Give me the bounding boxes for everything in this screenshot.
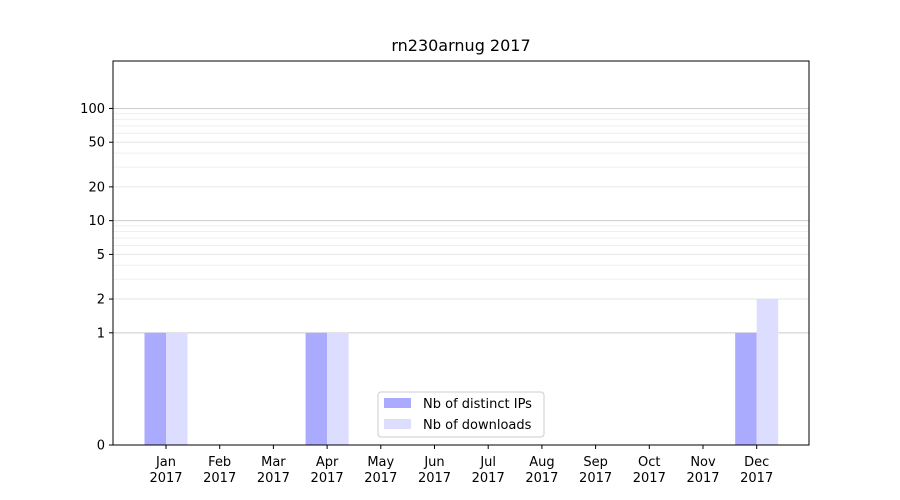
x-tick-label-month: Jan	[155, 455, 176, 470]
x-tick-label-year: 2017	[525, 471, 558, 486]
bar-downloads	[756, 299, 779, 445]
legend-label: Nb of distinct IPs	[423, 397, 532, 412]
bar-distinct-ips	[735, 332, 757, 445]
x-tick-label-year: 2017	[149, 471, 182, 486]
y-tick-label: 5	[97, 248, 105, 263]
x-tick-label-year: 2017	[740, 471, 773, 486]
x-tick-label-year: 2017	[203, 471, 236, 486]
chart-title: rn230arnug 2017	[391, 36, 530, 55]
x-tick-label-year: 2017	[257, 471, 290, 486]
y-tick-label: 50	[88, 136, 105, 151]
x-tick-label-year: 2017	[579, 471, 612, 486]
x-tick-label-month: Apr	[316, 455, 339, 470]
x-axis: Jan2017Feb2017Mar2017Apr2017May2017Jun20…	[149, 445, 773, 486]
x-tick-label-month: Jul	[479, 455, 496, 470]
bar-distinct-ips	[305, 332, 328, 445]
x-tick-label-month: Feb	[208, 455, 231, 470]
y-tick-label: 2	[97, 293, 105, 308]
grid	[113, 107, 809, 334]
x-tick-label-month: Dec	[744, 455, 769, 470]
y-tick-label: 10	[88, 214, 105, 229]
y-tick-label: 0	[97, 439, 105, 454]
x-tick-label-month: Sep	[583, 455, 608, 470]
x-tick-label-year: 2017	[311, 471, 344, 486]
bar-downloads	[166, 332, 188, 445]
x-tick-label-year: 2017	[633, 471, 666, 486]
x-tick-label-month: Oct	[638, 455, 660, 470]
legend-swatch	[384, 398, 411, 408]
x-tick-label-month: Jun	[423, 455, 444, 470]
x-tick-label-year: 2017	[472, 471, 505, 486]
x-tick-label-month: Nov	[690, 455, 716, 470]
x-tick-label-month: May	[367, 455, 394, 470]
y-tick-label: 20	[88, 180, 105, 195]
x-tick-label-month: Aug	[529, 455, 554, 470]
bar-distinct-ips	[144, 332, 166, 445]
plot-frame	[112, 60, 810, 446]
legend-box	[377, 391, 545, 438]
y-tick-label: 100	[80, 102, 105, 117]
legend-swatch	[384, 419, 411, 429]
legend-label: Nb of downloads	[423, 418, 532, 433]
x-tick-label-month: Mar	[261, 455, 286, 470]
x-tick-label-year: 2017	[418, 471, 451, 486]
x-tick-label-year: 2017	[686, 471, 719, 486]
y-tick-label: 1	[97, 326, 105, 341]
y-axis: 0 1 2 5 10 20 50 100	[80, 102, 113, 454]
legend: Nb of distinct IPs Nb of downloads	[377, 391, 545, 438]
bar-downloads	[327, 332, 349, 445]
bars	[144, 299, 779, 445]
x-tick-label-year: 2017	[364, 471, 397, 486]
